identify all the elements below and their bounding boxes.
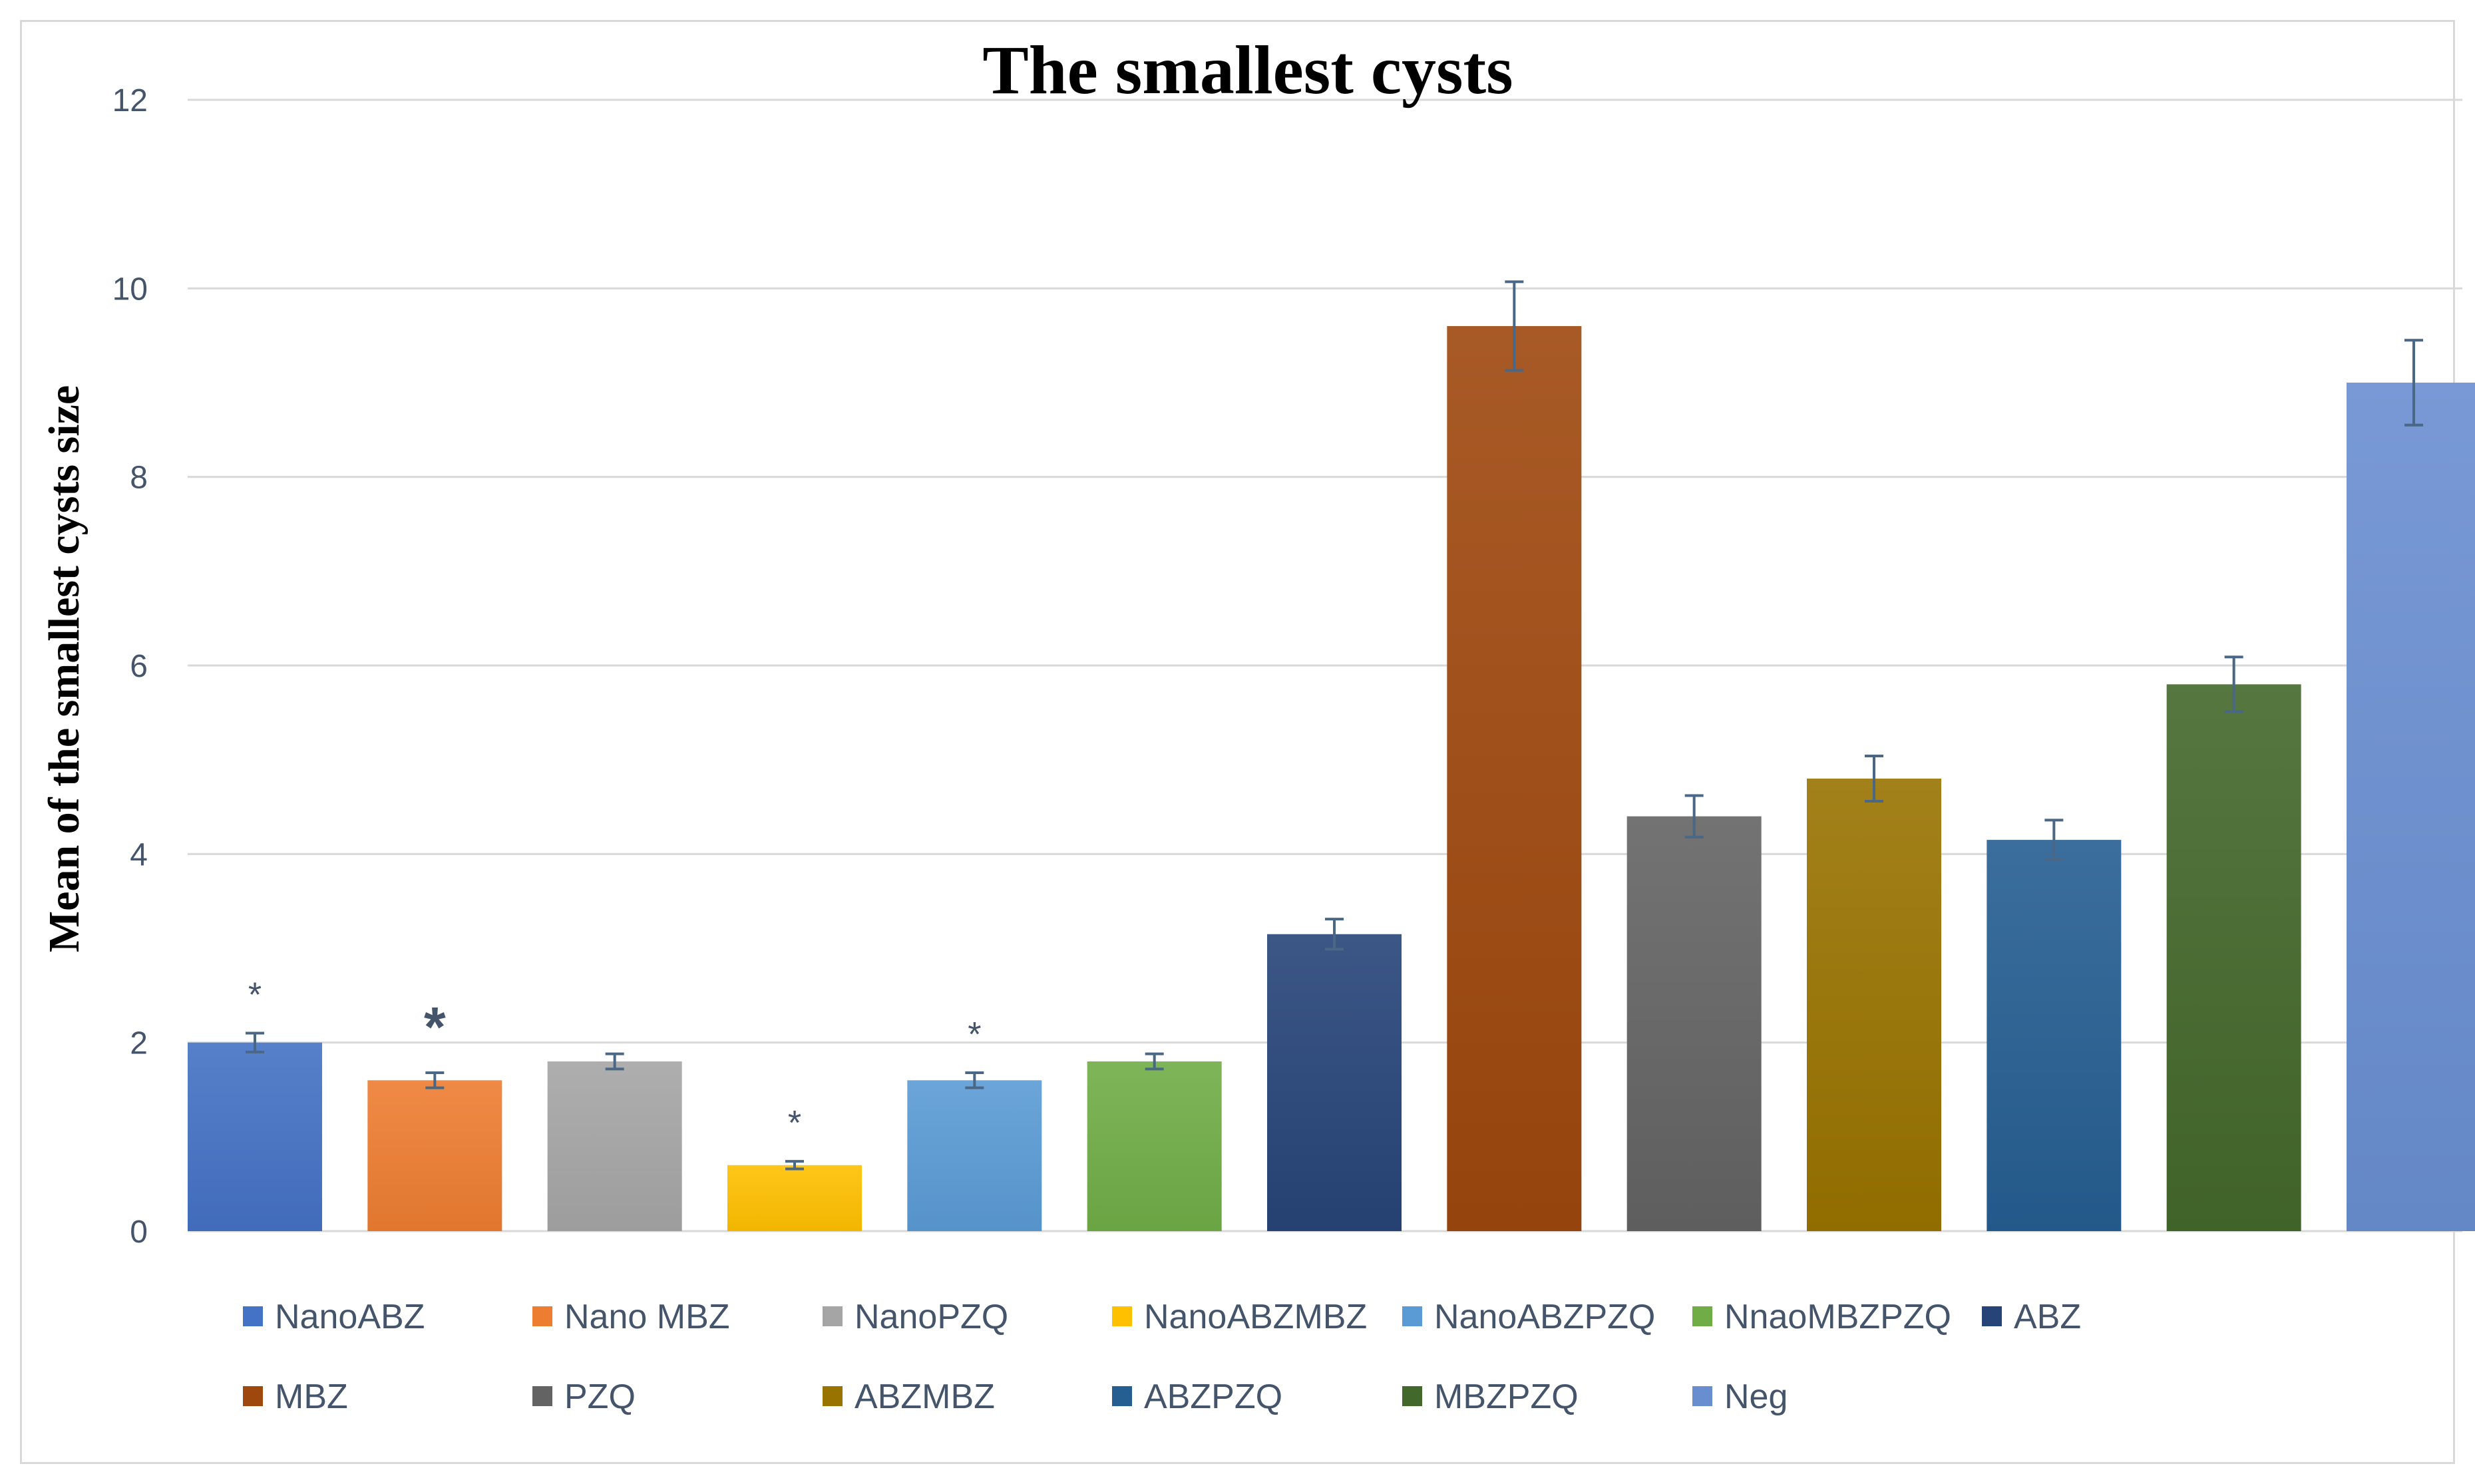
legend-item-nanopzq: NanoPZQ bbox=[823, 1298, 1008, 1336]
bar-nanoabzmbz bbox=[727, 1165, 862, 1231]
legend-item-nanoabzpzq: NanoABZPZQ bbox=[1402, 1298, 1655, 1336]
legend-swatch bbox=[1982, 1306, 2002, 1326]
legend-swatch bbox=[243, 1306, 263, 1326]
legend-swatch bbox=[1692, 1386, 1712, 1406]
bar-mbz bbox=[1447, 326, 1582, 1231]
error-bar-nnaombzpzq bbox=[1145, 1052, 1164, 1071]
legend-swatch bbox=[532, 1386, 552, 1406]
error-bar-nano-mbz bbox=[425, 1071, 445, 1089]
legend: NanoABZ Nano MBZ NanoPZQ NanoABZMBZ NanoABZP… bbox=[243, 1298, 2081, 1416]
y-tick-label: 0 bbox=[130, 1214, 148, 1250]
legend-item-pzq: PZQ bbox=[532, 1378, 636, 1416]
error-bar-layer bbox=[246, 280, 2423, 1171]
legend-item-abzmbz: ABZMBZ bbox=[823, 1378, 995, 1416]
significance-marker: * bbox=[424, 996, 446, 1058]
axis-layer: 0 2 4 6 8 10 12 bbox=[112, 83, 148, 1250]
legend-label: MBZ bbox=[275, 1378, 348, 1416]
legend-swatch bbox=[1402, 1306, 1422, 1326]
legend-swatch bbox=[823, 1306, 843, 1326]
error-bar-abzpzq bbox=[2044, 819, 2064, 861]
y-axis-label: Mean of the smallest cysts size bbox=[40, 385, 89, 952]
y-tick-label: 4 bbox=[130, 837, 148, 872]
y-tick-label: 6 bbox=[130, 649, 148, 684]
bar-nanoabz bbox=[188, 1042, 322, 1231]
y-tick-label: 8 bbox=[130, 461, 148, 496]
bar-nanoabzpzq bbox=[907, 1080, 1042, 1231]
significance-marker: * bbox=[968, 1016, 981, 1054]
legend-label: NanoABZMBZ bbox=[1144, 1298, 1367, 1336]
legend-item-mbzpzq: MBZPZQ bbox=[1402, 1378, 1579, 1416]
bar-abzpzq bbox=[1987, 840, 2122, 1231]
bar-nano-mbz bbox=[367, 1080, 502, 1231]
legend-label: MBZPZQ bbox=[1434, 1378, 1579, 1416]
legend-label: ABZPZQ bbox=[1144, 1378, 1282, 1416]
error-bar-mbzpzq bbox=[2224, 655, 2243, 713]
legend-swatch bbox=[532, 1306, 552, 1326]
bar-nanopzq bbox=[547, 1061, 682, 1231]
bar-mbzpzq bbox=[2166, 684, 2301, 1231]
legend-label: ABZMBZ bbox=[855, 1378, 995, 1416]
y-tick-label: 12 bbox=[112, 83, 148, 118]
bar-layer bbox=[188, 326, 2475, 1231]
error-bar-nanoabzpzq bbox=[965, 1071, 984, 1089]
legend-swatch bbox=[1112, 1306, 1132, 1326]
error-bar-nanopzq bbox=[605, 1052, 624, 1071]
legend-label: Neg bbox=[1724, 1378, 1788, 1416]
legend-swatch bbox=[823, 1386, 843, 1406]
legend-item-nano-mbz: Nano MBZ bbox=[532, 1298, 730, 1336]
legend-swatch bbox=[243, 1386, 263, 1406]
legend-label: PZQ bbox=[564, 1378, 636, 1416]
legend-label: NnaoMBZPZQ bbox=[1724, 1298, 1951, 1336]
bar-abzmbz bbox=[1807, 779, 1941, 1231]
error-bar-mbz bbox=[1505, 280, 1524, 372]
legend-swatch bbox=[1402, 1386, 1422, 1406]
significance-marker: * bbox=[788, 1104, 801, 1143]
legend-item-neg: Neg bbox=[1692, 1378, 1788, 1416]
legend-label: NanoPZQ bbox=[855, 1298, 1008, 1336]
legend-swatch bbox=[1692, 1306, 1712, 1326]
bar-pzq bbox=[1626, 816, 1762, 1231]
legend-swatch bbox=[1112, 1386, 1132, 1406]
legend-item-mbz: MBZ bbox=[243, 1378, 348, 1416]
error-bar-abz bbox=[1325, 918, 1344, 951]
chart-title: The smallest cysts bbox=[982, 32, 1513, 108]
bar-neg bbox=[2347, 383, 2475, 1231]
legend-label: NanoABZPZQ bbox=[1434, 1298, 1655, 1336]
y-tick-label: 2 bbox=[130, 1026, 148, 1061]
error-bar-nanoabz bbox=[246, 1031, 264, 1053]
error-bar-nanoabzmbz bbox=[785, 1160, 804, 1171]
legend-label: NanoABZ bbox=[275, 1298, 425, 1336]
error-bar-pzq bbox=[1684, 794, 1704, 838]
y-tick-label: 10 bbox=[112, 272, 148, 307]
legend-item-abzpzq: ABZPZQ bbox=[1112, 1378, 1282, 1416]
error-bar-neg bbox=[2404, 339, 2423, 427]
legend-item-nnaombzpzq: NnaoMBZPZQ bbox=[1692, 1298, 1951, 1336]
annotation-layer: * * * * bbox=[248, 976, 982, 1143]
legend-label: Nano MBZ bbox=[564, 1298, 730, 1336]
legend-item-abz: ABZ bbox=[1982, 1298, 2081, 1336]
legend-label: ABZ bbox=[2014, 1298, 2081, 1336]
bar-nnaombzpzq bbox=[1087, 1061, 1222, 1231]
legend-item-nanoabz: NanoABZ bbox=[243, 1298, 425, 1336]
significance-marker: * bbox=[248, 976, 262, 1015]
bar-abz bbox=[1267, 934, 1402, 1231]
legend-item-nanoabzmbz: NanoABZMBZ bbox=[1112, 1298, 1367, 1336]
error-bar-abzmbz bbox=[1865, 755, 1883, 803]
